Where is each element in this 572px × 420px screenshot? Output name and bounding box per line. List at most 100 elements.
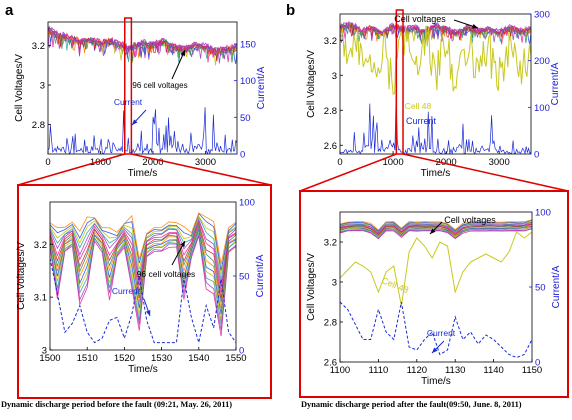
chart-a-zoom: 1500 1510 1520 1530 1540 1550 3 3.1 3.2 0 50 100 Tim… — [16, 198, 266, 376]
cell-voltage-trace — [50, 218, 236, 287]
x-axis-label: Time/s — [128, 168, 158, 179]
x-tick-label: 0 — [337, 157, 342, 168]
y-tick-label: 3 — [40, 81, 45, 92]
x-tick-label: 1550 — [225, 353, 246, 364]
current-series — [48, 107, 237, 154]
cell-voltage-trace — [50, 212, 236, 271]
y-tick-label: 3 — [332, 71, 337, 82]
y2-axis-label: Current/A — [255, 254, 266, 297]
y-axis-label: Cell Voltages/V — [306, 253, 317, 321]
x-tick-label: 1130 — [445, 365, 465, 376]
cell-voltage-trace — [48, 27, 237, 63]
x-tick-label: 1540 — [188, 353, 209, 364]
x-axis-label: Time/s — [421, 168, 451, 179]
y2-tick-label: 100 — [240, 76, 256, 87]
cell-voltage-trace — [50, 227, 236, 315]
annotation-arrow-head — [472, 24, 478, 29]
y-tick-label: 2.8 — [32, 120, 45, 131]
plot-area — [48, 25, 237, 154]
plot-area — [340, 20, 531, 154]
zoom-frame-b-zoom — [299, 190, 569, 398]
cell-voltage-trace — [50, 215, 236, 275]
y2-axis-label: Current/A — [256, 66, 267, 109]
y2-axis-label: Current/A — [551, 265, 562, 308]
annotation-current: Current — [114, 97, 143, 107]
y-axis-label: Cell Voltages/V — [16, 242, 27, 310]
y2-axis-label: Current/A — [550, 62, 561, 105]
cell-voltage-trace — [50, 224, 236, 303]
x-tick-label: 1510 — [77, 353, 98, 364]
x-tick-label: 1120 — [407, 365, 427, 376]
x-tick-label: 1520 — [114, 353, 135, 364]
cell-voltage-trace — [50, 218, 236, 293]
y-tick-label: 2.8 — [324, 318, 337, 329]
x-tick-label: 1500 — [39, 353, 60, 364]
cell-voltage-trace — [50, 221, 236, 299]
y-tick-label: 3.2 — [34, 240, 47, 251]
panel-letter-b: b — [286, 2, 296, 19]
cell-48-series — [340, 231, 532, 307]
zoom-frame-a-zoom — [17, 184, 272, 399]
plot-area — [340, 219, 532, 359]
x-tick-label: 1110 — [369, 365, 389, 376]
x-axis-label: Time/s — [128, 364, 158, 375]
annotation-current-arrow-head — [145, 310, 151, 316]
cell-voltage-trace — [48, 25, 237, 59]
caption-a: Dynamic discharge period before the faul… — [1, 400, 233, 409]
cell-voltage-trace — [50, 228, 236, 321]
chart-b-top: 0 1000 2000 3000 2.6 2.8 3 3.2 0 100 200 300 Time/s C… — [299, 9, 569, 192]
cell-voltage-trace — [340, 22, 531, 41]
y2-tick-label: 0 — [535, 358, 540, 369]
annotation-arrow-head — [180, 241, 185, 247]
cell-voltage-trace — [340, 20, 531, 42]
x-tick-label: 1000 — [90, 157, 111, 168]
y-tick-label: 3.2 — [324, 238, 337, 249]
y-axis-label: Cell Voltages/V — [14, 54, 25, 122]
cell-voltage-trace — [50, 212, 236, 265]
annotation-current-arrow-head — [132, 119, 138, 125]
x-tick-label: 1000 — [382, 157, 403, 168]
cell-voltage-trace — [340, 219, 532, 231]
y2-tick-label: 100 — [534, 103, 550, 114]
annotation-cell48: Cell 48 — [405, 101, 432, 111]
x-tick-label: 2000 — [142, 157, 163, 168]
annotation-arrow-head — [180, 50, 185, 56]
x-axis-label: Time/s — [421, 376, 451, 387]
x-tick-label: 3000 — [489, 157, 510, 168]
y2-tick-label: 0 — [240, 150, 245, 161]
annotation-cell-voltages: 96 cell voltages — [137, 269, 196, 279]
y2-tick-label: 150 — [240, 40, 256, 51]
current-series — [50, 258, 236, 344]
y-tick-label: 3 — [42, 346, 47, 357]
zoom-connector-left — [17, 153, 125, 186]
annotation-current: Current — [427, 328, 456, 338]
y2-tick-label: 50 — [535, 283, 546, 294]
x-tick-label: 3000 — [195, 157, 216, 168]
y-tick-label: 3 — [332, 278, 337, 289]
annotation-current: Current — [112, 286, 141, 296]
x-tick-label: 1100 — [330, 365, 350, 376]
panel-letter-a: a — [5, 2, 14, 19]
annotation-current-arrow-head — [432, 347, 438, 353]
cell-voltage-trace — [50, 215, 236, 281]
x-tick-label: 1530 — [151, 353, 172, 364]
y-tick-label: 2.6 — [324, 141, 337, 152]
y-tick-label: 3.2 — [32, 41, 45, 52]
annotation-cell-voltages: Cell voltages — [444, 215, 496, 225]
zoom-connector-left — [299, 153, 397, 192]
y2-tick-label: 0 — [239, 346, 244, 357]
cell-voltage-trace — [340, 221, 532, 234]
y-axis-label: Cell Voltages/V — [306, 50, 317, 118]
y2-tick-label: 300 — [534, 10, 550, 21]
zoom-connector-right — [402, 153, 569, 192]
zoom-box — [124, 17, 133, 155]
chart-a-top: 0 1000 2000 3000 2.8 3 3.2 0 50 100 150 Time/s Cell … — [14, 17, 272, 186]
chart-layer: 0 1000 2000 30002.833.2050100150Time/sCell … — [14, 9, 569, 399]
caption-b: Dynamic discharge period after the fault… — [301, 400, 522, 409]
cell-voltage-trace — [340, 223, 532, 235]
y2-tick-label: 200 — [534, 56, 550, 67]
cell-48-series — [340, 25, 531, 96]
current-series — [340, 94, 531, 154]
cell-voltage-trace — [340, 228, 532, 240]
